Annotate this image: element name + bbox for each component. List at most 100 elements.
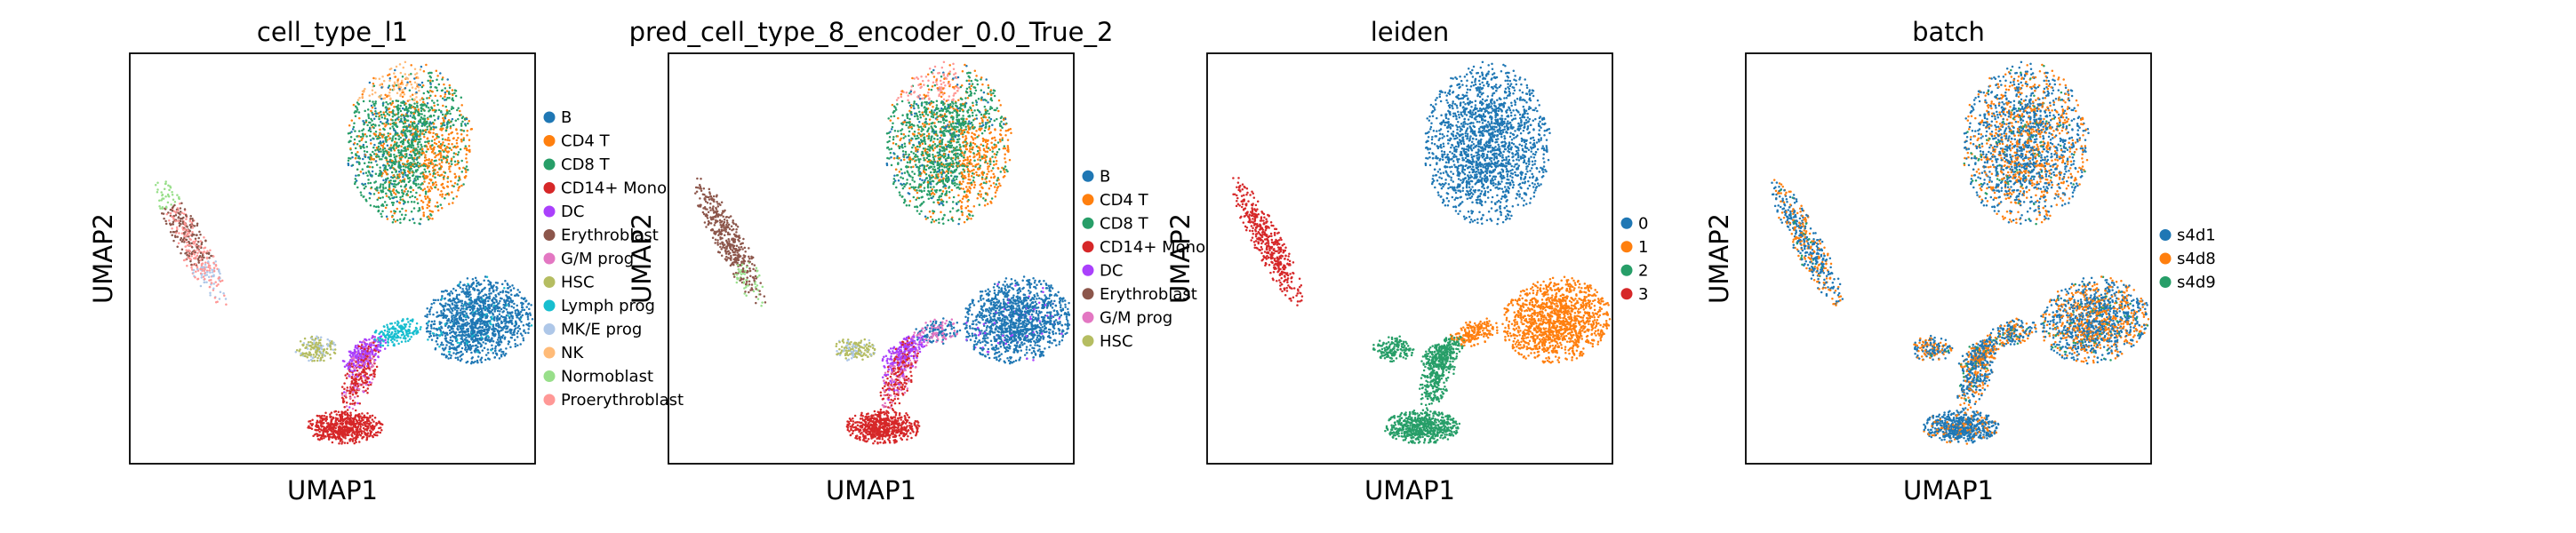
scatter-point (452, 197, 455, 200)
scatter-point (442, 344, 444, 346)
scatter-point (368, 99, 372, 103)
scatter-point (396, 109, 400, 112)
scatter-point (466, 321, 468, 324)
x-axis-label: UMAP1 (287, 475, 378, 505)
scatter-point (324, 430, 327, 433)
scatter-point (324, 417, 327, 420)
scatter-point (344, 394, 348, 397)
scatter-point (355, 356, 358, 360)
scatter-point (347, 163, 350, 167)
scatter-point (371, 414, 374, 418)
scatter-point (428, 171, 431, 173)
scatter-point (463, 338, 467, 341)
scatter-point (508, 316, 511, 320)
scatter-point (321, 418, 324, 420)
scatter-point (379, 158, 381, 161)
scatter-point (421, 117, 424, 121)
scatter-point (196, 251, 199, 255)
scatter-point (369, 165, 372, 169)
scatter-point (317, 354, 321, 357)
scatter-point (379, 349, 381, 353)
scatter-point (398, 63, 402, 66)
scatter-point (430, 99, 434, 102)
scatter-point (430, 210, 433, 213)
scatter-point (453, 308, 457, 311)
scatter-point (379, 185, 382, 187)
scatter-point (383, 116, 387, 120)
scatter-point (345, 405, 348, 408)
scatter-point (193, 242, 196, 245)
scatter-point (369, 134, 372, 138)
scatter-point (396, 339, 398, 342)
scatter-point (207, 275, 211, 279)
scatter-point (368, 94, 371, 97)
scatter-point (523, 297, 526, 300)
scatter-point (336, 435, 339, 439)
scatter-point (500, 350, 503, 354)
scatter-point (395, 171, 397, 173)
scatter-point (199, 240, 203, 243)
scatter-point (390, 171, 394, 174)
scatter-point (320, 415, 324, 418)
scatter-point (201, 254, 204, 257)
scatter-point (495, 341, 499, 344)
scatter-point (416, 177, 419, 180)
scatter-point (397, 135, 400, 138)
scatter-point (165, 206, 168, 209)
scatter-point (156, 188, 159, 191)
scatter-point (511, 299, 515, 302)
scatter-point (462, 137, 466, 139)
scatter-point (454, 163, 457, 166)
scatter-point (195, 256, 197, 259)
scatter-point (357, 111, 361, 114)
scatter-point (465, 312, 468, 314)
scatter-point (429, 128, 433, 131)
scatter-point (354, 439, 357, 442)
scatter-point (451, 335, 454, 338)
scatter-point (423, 135, 426, 139)
scatter-point (428, 313, 431, 315)
scatter-point (448, 294, 452, 297)
scatter-point (443, 155, 445, 158)
scatter-point (443, 309, 446, 312)
scatter-point (477, 326, 481, 330)
scatter-point (426, 137, 429, 140)
scatter-point (440, 298, 444, 300)
scatter-point (444, 99, 446, 101)
scatter-point (394, 68, 396, 72)
scatter-point (373, 359, 377, 362)
scatter-point (419, 132, 421, 136)
scatter-point (441, 294, 444, 298)
scatter-point (426, 125, 428, 128)
scatter-point (492, 304, 496, 306)
scatter-point (363, 414, 366, 418)
scatter-point (174, 211, 178, 214)
scatter-point (514, 312, 517, 314)
scatter-point (406, 170, 410, 172)
scatter-point (356, 422, 358, 425)
scatter-point (460, 290, 463, 293)
scatter-point (399, 337, 402, 339)
scatter-point (350, 151, 354, 155)
scatter-point (326, 338, 329, 341)
scatter-point (311, 356, 315, 360)
scatter-point (182, 212, 186, 215)
scatter-point (384, 206, 388, 210)
scatter-point (323, 421, 325, 425)
scatter-point (196, 246, 198, 249)
scatter-point (455, 349, 458, 352)
scatter-point (179, 213, 181, 216)
scatter-point (423, 115, 426, 117)
scatter-point (399, 119, 403, 122)
scatter-point (521, 334, 524, 337)
scatter-point (449, 321, 452, 324)
scatter-point (346, 389, 348, 393)
scatter-point (403, 323, 406, 326)
scatter-point (315, 349, 317, 353)
scatter-point (408, 168, 411, 171)
scatter-point (441, 161, 444, 163)
scatter-point (364, 155, 366, 158)
scatter-point (465, 295, 468, 298)
scatter-point (181, 238, 185, 242)
scatter-point (464, 346, 468, 349)
